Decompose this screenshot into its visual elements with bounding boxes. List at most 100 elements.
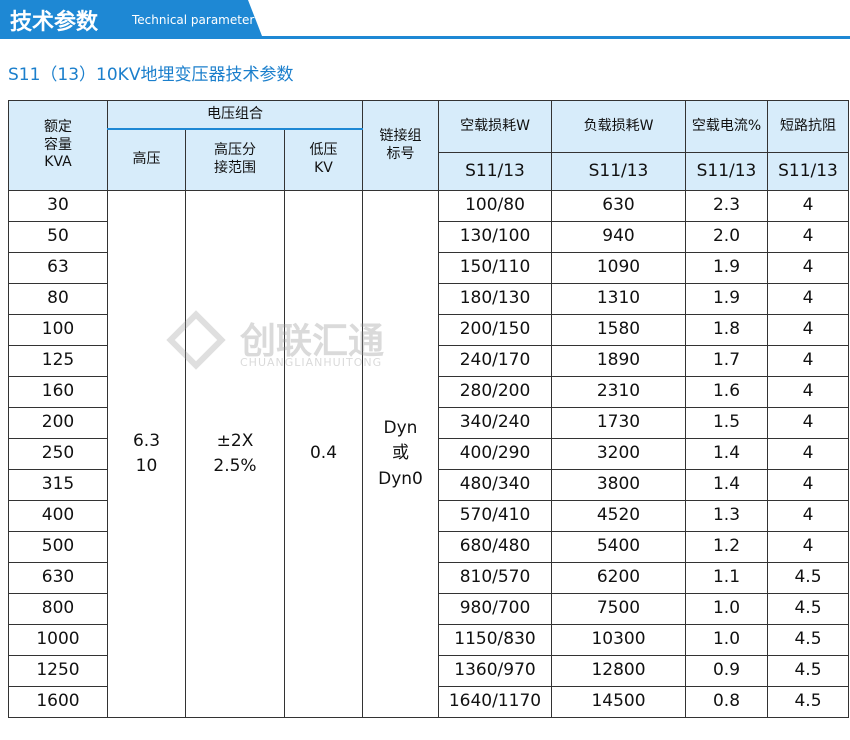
cell: 940: [551, 221, 686, 253]
data-row: 30 6.3 10 ±2X 2.5% 0.4 Dyn 或 Dyn0 100/80 630 2.3 4: [8, 190, 849, 718]
merged-cell: 6.3 10: [107, 190, 186, 718]
header-text: 低压: [309, 142, 338, 159]
merged-text: 6.3: [132, 430, 161, 451]
cell: 4: [767, 345, 849, 377]
cell: 4: [767, 407, 849, 439]
merged-cell: ±2X 2.5%: [185, 190, 285, 718]
header-text: 标号: [386, 145, 415, 162]
cell: 1360/970: [438, 655, 552, 687]
cell: 400: [8, 500, 108, 532]
cell: 63: [8, 252, 108, 284]
data-row: 1000 1150/830 10300 1.0 4.5: [8, 624, 849, 656]
cell: 80: [8, 283, 108, 315]
cell: 340/240: [438, 407, 552, 439]
header-text: 高压分: [214, 142, 256, 159]
merged-text: 0.4: [309, 443, 338, 464]
cell: 130/100: [438, 221, 552, 253]
cell: 4: [767, 438, 849, 470]
cell: 1.6: [685, 376, 768, 408]
cell: 125: [8, 345, 108, 377]
cell: 30: [8, 190, 108, 222]
header-text: KVA: [44, 154, 72, 171]
cell: 1000: [8, 624, 108, 656]
cell: 1090: [551, 252, 686, 284]
cell: 1.9: [685, 252, 768, 284]
data-row: 500 680/480 5400 1.2 4: [8, 531, 849, 563]
header-bar: [0, 0, 262, 36]
cell: 3200: [551, 438, 686, 470]
cell: 240/170: [438, 345, 552, 377]
cell: 50: [8, 221, 108, 253]
cell: 400/290: [438, 438, 552, 470]
cell: 680/480: [438, 531, 552, 563]
model-cell: S11/13: [767, 152, 849, 191]
cell: 1580: [551, 314, 686, 346]
cell: 980/700: [438, 593, 552, 625]
merged-text: ±2X: [216, 430, 254, 451]
header-cell: 短路抗阻: [767, 100, 849, 153]
data-row: 125 240/170 1890 1.7 4: [8, 345, 849, 377]
cell: 570/410: [438, 500, 552, 532]
data-row: 160 280/200 2310 1.6 4: [8, 376, 849, 408]
cell: 4.5: [767, 562, 849, 594]
cell: 1.2: [685, 531, 768, 563]
cell: 630: [8, 562, 108, 594]
header-text: 容量: [44, 136, 72, 153]
cell: 1310: [551, 283, 686, 315]
cell: 4: [767, 190, 849, 222]
cell: 1.9: [685, 283, 768, 315]
cell: 1.3: [685, 500, 768, 532]
cell: 160: [8, 376, 108, 408]
cell: 2310: [551, 376, 686, 408]
data-row: 250 400/290 3200 1.4 4: [8, 438, 849, 470]
table-title: S11（13）10KV地埋变压器技术参数: [8, 65, 294, 85]
header-title: 技术参数: [10, 10, 99, 35]
cell: 2.3: [685, 190, 768, 222]
merged-text: 10: [135, 456, 158, 476]
cell: 810/570: [438, 562, 552, 594]
cell: 250: [8, 438, 108, 470]
cell: 4: [767, 376, 849, 408]
cell: 7500: [551, 593, 686, 625]
cell: 5400: [551, 531, 686, 563]
cell: 1.0: [685, 593, 768, 625]
data-row: 1250 1360/970 12800 0.9 4.5: [8, 655, 849, 687]
cell: 100/80: [438, 190, 552, 222]
merged-text: 或: [392, 443, 409, 464]
header-cell: 额定 容量 KVA: [8, 100, 108, 191]
cell: 1.5: [685, 407, 768, 439]
cell: 1.8: [685, 314, 768, 346]
cell: 4: [767, 469, 849, 501]
cell: 4520: [551, 500, 686, 532]
model-cell: S11/13: [685, 152, 768, 191]
cell: 4: [767, 252, 849, 284]
cell: 315: [8, 469, 108, 501]
header-subtitle: Technical parameter: [132, 13, 255, 27]
cell: 4.5: [767, 655, 849, 687]
data-row: 100 200/150 1580 1.8 4: [8, 314, 849, 346]
cell: 200/150: [438, 314, 552, 346]
header-cell: 高压: [107, 128, 186, 191]
cell: 100: [8, 314, 108, 346]
cell: 1.4: [685, 438, 768, 470]
data-row: 80 180/130 1310 1.9 4: [8, 283, 849, 315]
merged-cell: 0.4: [284, 190, 363, 718]
cell: 12800: [551, 655, 686, 687]
spec-table: 额定 容量 KVA 电压组合 链接组 标号 空载损耗W 负载损耗W 空载电流% 短路抗…: [8, 100, 849, 718]
cell: 1.1: [685, 562, 768, 594]
model-cell: S11/13: [551, 152, 686, 191]
cell: 14500: [551, 686, 686, 718]
cell: 6200: [551, 562, 686, 594]
cell: 1.7: [685, 345, 768, 377]
cell: 1890: [551, 345, 686, 377]
cell: 4: [767, 221, 849, 253]
cell: 4.5: [767, 624, 849, 656]
cell: 1.4: [685, 469, 768, 501]
data-row: 1600 1640/1170 14500 0.8 4.5: [8, 686, 849, 718]
cell: 200: [8, 407, 108, 439]
header-cell: 高压分 接范围: [185, 128, 285, 191]
cell: 150/110: [438, 252, 552, 284]
header-text: 额定: [44, 119, 72, 136]
cell: 3800: [551, 469, 686, 501]
